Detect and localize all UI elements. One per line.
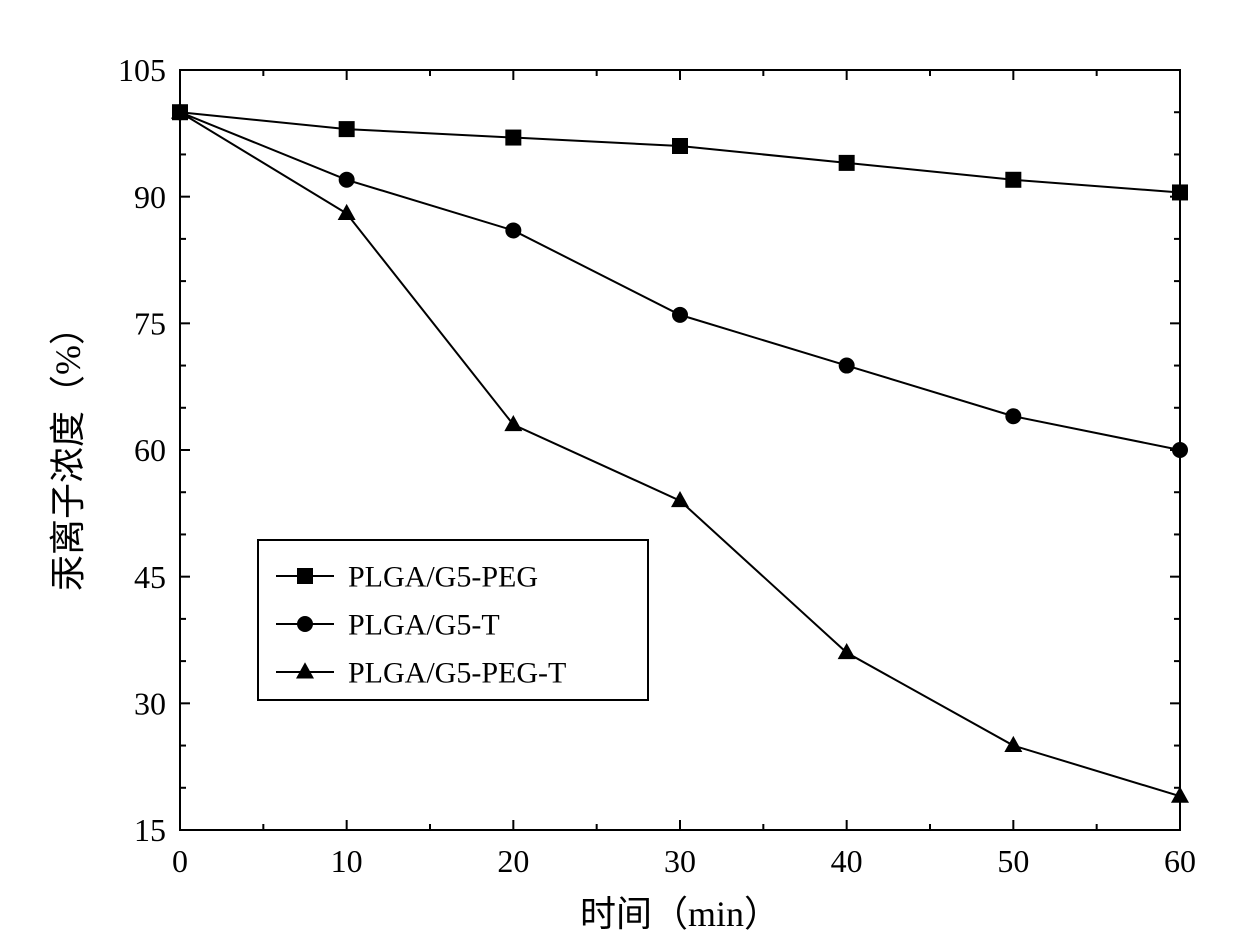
x-tick-label: 0 <box>172 843 188 879</box>
y-tick-label: 15 <box>134 812 166 848</box>
x-axis-label: 时间（min） <box>580 894 780 934</box>
y-tick-label: 90 <box>134 179 166 215</box>
y-tick-label: 105 <box>118 52 166 88</box>
legend: PLGA/G5-PEG PLGA/G5-T PLGA/G5-PEG-T <box>258 540 648 700</box>
x-tick-label: 30 <box>664 843 696 879</box>
y-tick-label: 30 <box>134 686 166 722</box>
legend-label: PLGA/G5-PEG <box>348 561 538 594</box>
x-tick-label: 20 <box>497 843 529 879</box>
chart-svg: 0 10 20 30 40 50 60 时间（min） 15 30 45 60 75 90 105 汞离子浓度… <box>0 0 1240 934</box>
legend-label: PLGA/G5-PEG-T <box>348 657 566 690</box>
chart-container: 0 10 20 30 40 50 60 时间（min） 15 30 45 60 75 90 105 汞离子浓度… <box>0 0 1240 934</box>
y-tick-label: 75 <box>134 306 166 342</box>
y-tick-label: 60 <box>134 432 166 468</box>
y-axis-label: 汞离子浓度（%） <box>48 309 88 591</box>
legend-label: PLGA/G5-T <box>348 609 500 642</box>
x-tick-label: 10 <box>331 843 363 879</box>
x-tick-label: 40 <box>831 843 863 879</box>
x-tick-label: 50 <box>997 843 1029 879</box>
x-tick-label: 60 <box>1164 843 1196 879</box>
y-tick-label: 45 <box>134 559 166 595</box>
